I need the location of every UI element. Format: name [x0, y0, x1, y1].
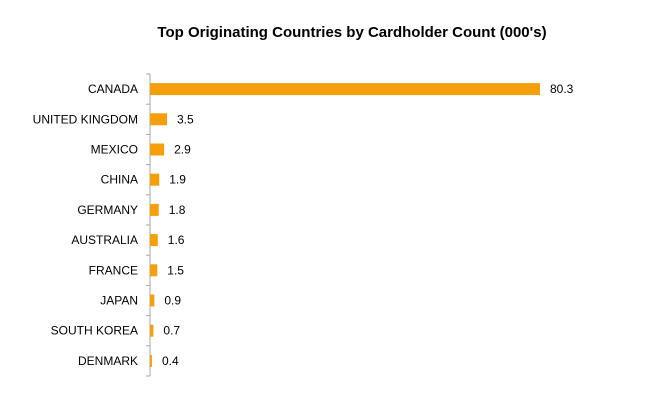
bar-south-korea: [150, 324, 154, 337]
data-label: 0.4: [162, 354, 179, 368]
data-label: 1.8: [169, 203, 186, 217]
category-label: CANADA: [88, 82, 138, 96]
bar-australia: [150, 234, 158, 247]
data-label: 3.5: [177, 112, 194, 126]
bar-mexico: [150, 143, 165, 156]
category-label: FRANCE: [89, 263, 138, 277]
category-label: CHINA: [101, 173, 138, 187]
category-label: JAPAN: [100, 294, 138, 308]
category-label: GERMANY: [77, 203, 138, 217]
category-label: UNITED KINGDOM: [33, 112, 138, 126]
data-label: 0.7: [163, 324, 180, 338]
data-label: 80.3: [550, 82, 574, 96]
category-label: AUSTRALIA: [71, 233, 138, 247]
bar-china: [150, 173, 160, 186]
data-label: 2.9: [174, 143, 191, 157]
category-label: MEXICO: [91, 143, 138, 157]
bar-germany: [150, 203, 159, 216]
data-label: 0.9: [164, 294, 181, 308]
bar-united-kingdom: [150, 113, 167, 126]
data-label: 1.9: [169, 173, 186, 187]
bar-canada: [150, 83, 540, 96]
bar-japan: [150, 294, 155, 307]
bar-france: [150, 264, 158, 277]
data-label: 1.5: [167, 263, 184, 277]
chart-title: Top Originating Countries by Cardholder …: [157, 24, 546, 41]
data-label: 1.6: [168, 233, 185, 247]
category-label: DENMARK: [78, 354, 138, 368]
category-label: SOUTH KOREA: [51, 324, 138, 338]
bar-denmark: [150, 354, 152, 367]
